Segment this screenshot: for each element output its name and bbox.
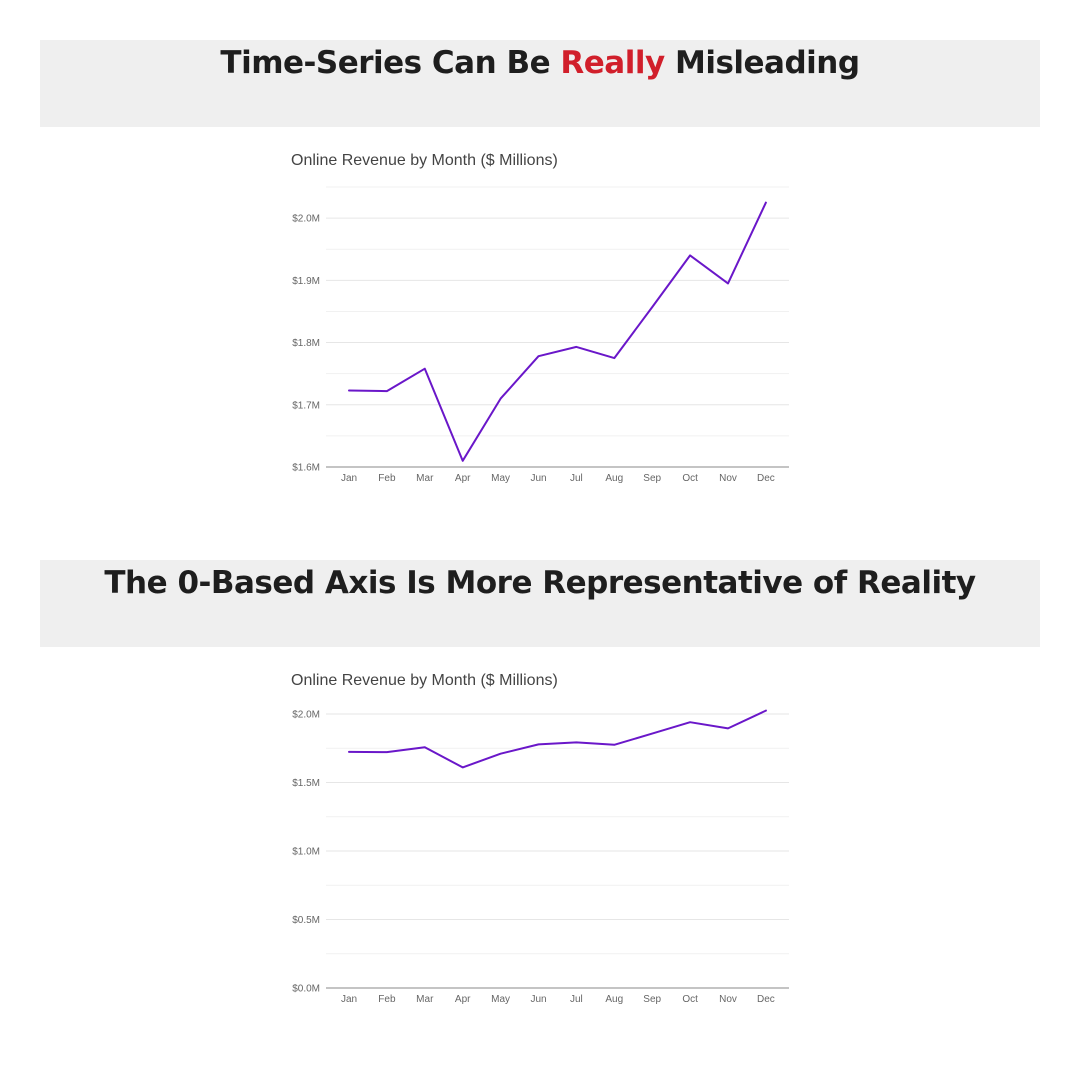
y-tick-label: $2.0M <box>292 214 320 225</box>
x-tick-label: Jan <box>341 994 357 1005</box>
x-tick-label: Nov <box>719 994 737 1005</box>
x-tick-label: Apr <box>455 473 471 484</box>
y-tick-label: $1.9M <box>292 276 320 287</box>
x-tick-label: Jul <box>570 473 583 484</box>
x-tick-label: May <box>491 473 510 484</box>
x-tick-label: Aug <box>605 473 623 484</box>
chart-1-title: Online Revenue by Month ($ Millions) <box>291 152 558 169</box>
heading-1-highlight: Really <box>560 45 665 81</box>
x-tick-label: Jun <box>530 473 546 484</box>
chart-1-gridlines <box>326 186 789 437</box>
x-tick-label: Feb <box>378 473 396 484</box>
x-tick-label: Oct <box>682 994 698 1005</box>
chart-2-title: Online Revenue by Month ($ Millions) <box>291 672 558 689</box>
x-tick-label: Mar <box>416 473 434 484</box>
heading-2: The 0-Based Axis Is More Representative … <box>40 560 1040 601</box>
y-tick-label: $1.7M <box>292 400 320 411</box>
x-tick-label: Nov <box>719 473 737 484</box>
chart-2-series-line <box>348 709 767 769</box>
heading-1-before: Time-Series Can Be <box>220 45 561 81</box>
x-tick-label: Sep <box>643 473 661 484</box>
chart-2: $0.0M $0.5M $1.0M $1.5M $2.0M Jan Feb Mar Apr Ma… <box>292 709 789 1005</box>
chart-1: $1.6M $1.7M $1.8M $1.9M $2.0M Jan Feb Mar Apr Ma… <box>292 186 789 484</box>
x-tick-label: Jul <box>570 994 583 1005</box>
x-tick-label: Oct <box>682 473 698 484</box>
x-tick-label: Dec <box>757 994 775 1005</box>
heading-1-after: Misleading <box>664 45 860 81</box>
y-tick-label: $1.8M <box>292 338 320 349</box>
x-tick-label: Dec <box>757 473 775 484</box>
x-tick-label: Sep <box>643 994 661 1005</box>
y-tick-label: $1.5M <box>292 778 320 789</box>
chart-2-x-axis-labels: Jan Feb Mar Apr May Jun Jul Aug Sep Oct Nov Dec <box>341 994 775 1005</box>
heading-banner-1: Time-Series Can Be Really Misleading <box>40 40 1040 127</box>
y-tick-label: $0.5M <box>292 915 320 926</box>
x-tick-label: Jun <box>530 994 546 1005</box>
x-tick-label: Apr <box>455 994 471 1005</box>
x-tick-label: Mar <box>416 994 434 1005</box>
x-tick-label: Feb <box>378 994 396 1005</box>
heading-1: Time-Series Can Be Really Misleading <box>40 40 1040 81</box>
y-tick-label: $1.0M <box>292 847 320 858</box>
heading-banner-2: The 0-Based Axis Is More Representative … <box>40 560 1040 647</box>
heading-2-before: The 0-Based Axis Is More Representative … <box>104 565 976 601</box>
y-tick-label: $0.0M <box>292 984 320 995</box>
y-tick-label: $2.0M <box>292 710 320 721</box>
chart-2-gridlines <box>326 713 789 955</box>
chart-1-y-axis-labels: $1.6M $1.7M $1.8M $1.9M $2.0M <box>292 214 320 474</box>
chart-1-series-line <box>348 201 767 462</box>
x-tick-label: Jan <box>341 473 357 484</box>
chart-1-x-axis-labels: Jan Feb Mar Apr May Jun Jul Aug Sep Oct Nov Dec <box>341 473 775 484</box>
x-tick-label: May <box>491 994 510 1005</box>
x-tick-label: Aug <box>605 994 623 1005</box>
chart-2-y-axis-labels: $0.0M $0.5M $1.0M $1.5M $2.0M <box>292 710 320 995</box>
y-tick-label: $1.6M <box>292 463 320 474</box>
